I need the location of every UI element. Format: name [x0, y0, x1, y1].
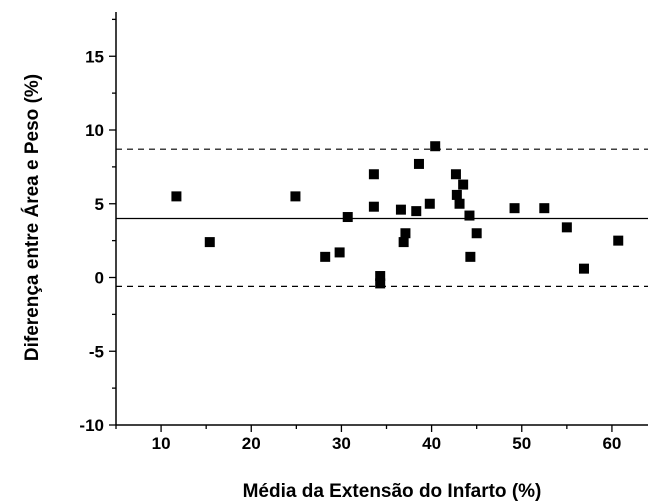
- data-point: [465, 251, 476, 262]
- data-point: [395, 204, 406, 215]
- data-point: [454, 198, 465, 209]
- x-tick-label: 50: [512, 434, 531, 453]
- data-point: [334, 247, 345, 258]
- data-point: [290, 191, 301, 202]
- data-point: [342, 212, 353, 223]
- y-tick-label: -5: [89, 342, 104, 361]
- data-point: [424, 198, 435, 209]
- data-point: [204, 237, 215, 248]
- data-point: [320, 251, 331, 262]
- x-axis-title: Média da Extensão do Infarto (%): [243, 481, 542, 502]
- x-tick-label: 10: [152, 434, 171, 453]
- data-point: [613, 235, 624, 246]
- data-point: [450, 169, 461, 180]
- data-point: [509, 203, 520, 214]
- data-point: [368, 201, 379, 212]
- data-point: [561, 222, 572, 233]
- x-tick-label: 40: [422, 434, 441, 453]
- x-tick-label: 60: [602, 434, 621, 453]
- x-tick-label: 30: [332, 434, 351, 453]
- y-axis-title: Diferença entre Área e Peso (%): [21, 74, 43, 361]
- data-point: [464, 210, 475, 221]
- y-tick-label: 5: [95, 195, 104, 214]
- axes: [109, 12, 648, 432]
- y-tick-label: 10: [85, 121, 104, 140]
- y-tick-label: 0: [95, 269, 104, 288]
- data-point: [398, 237, 409, 248]
- data-point: [430, 141, 441, 152]
- data-point: [375, 278, 386, 289]
- data-points: [171, 141, 624, 289]
- data-point: [413, 158, 424, 169]
- data-point: [411, 206, 422, 217]
- reference-lines: [116, 148, 648, 287]
- data-point: [400, 228, 411, 239]
- data-point: [458, 179, 469, 190]
- tick-labels: -10 -5 0 5 10 15 10 20 30 40 50 60: [79, 47, 621, 453]
- data-point: [471, 228, 482, 239]
- x-tick-label: 20: [242, 434, 261, 453]
- data-point: [539, 203, 550, 214]
- data-point: [578, 263, 589, 274]
- data-point: [171, 191, 182, 202]
- y-tick-label: -10: [79, 416, 104, 435]
- y-tick-label: 15: [85, 47, 104, 66]
- data-point: [368, 169, 379, 180]
- data-point: [375, 271, 386, 282]
- data-point: [451, 189, 462, 200]
